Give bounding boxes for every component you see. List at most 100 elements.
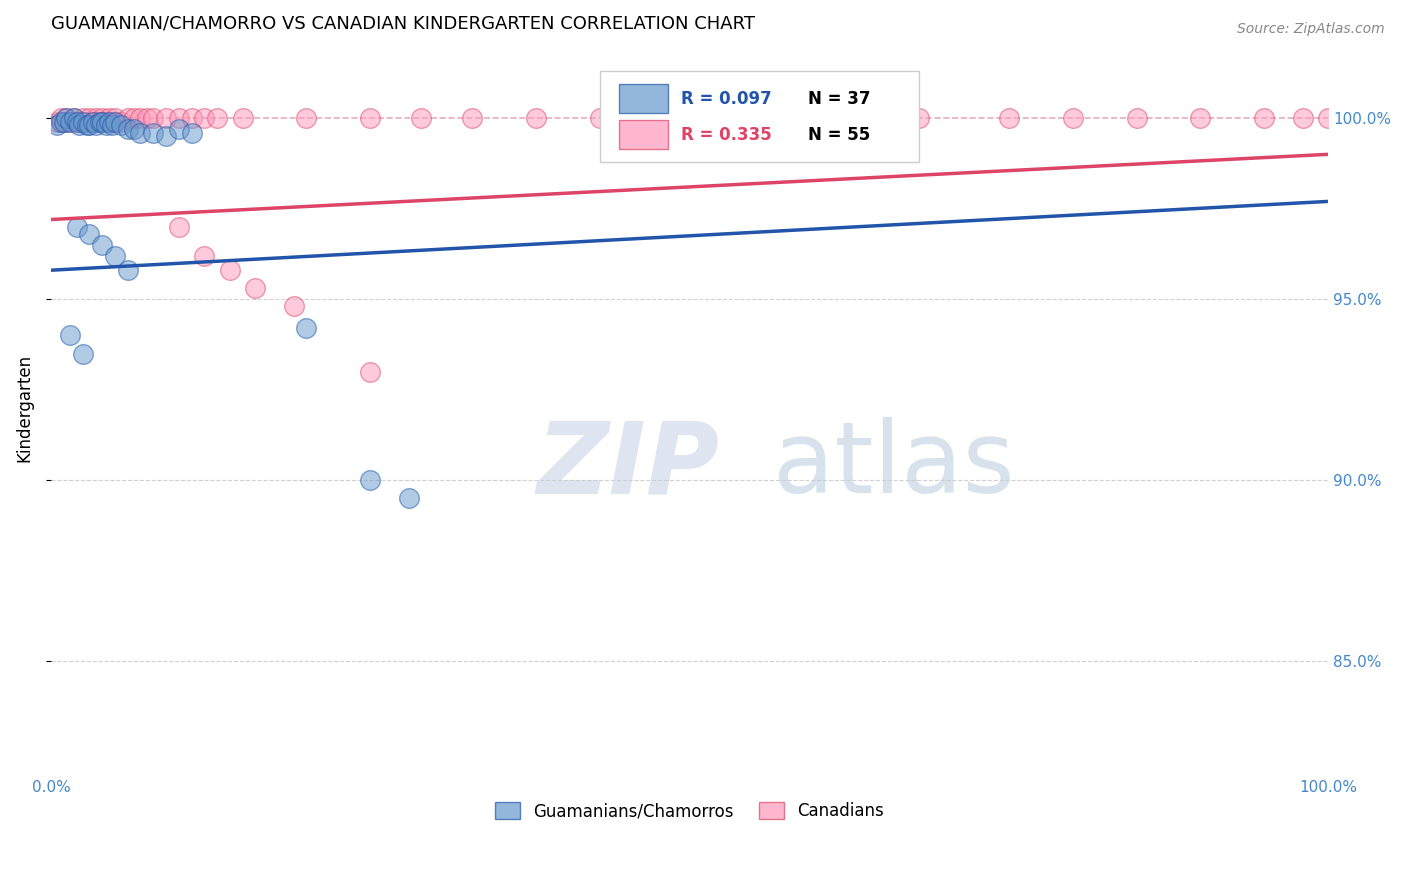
- Point: [295, 321, 318, 335]
- Point: [55, 111, 77, 125]
- Point: [79, 111, 101, 125]
- Point: [205, 111, 228, 125]
- Point: [283, 300, 305, 314]
- Point: [59, 114, 82, 128]
- Point: [155, 111, 177, 125]
- Point: [79, 119, 101, 133]
- Point: [998, 111, 1021, 125]
- Point: [180, 111, 202, 125]
- Point: [831, 111, 853, 125]
- Point: [91, 111, 114, 125]
- Point: [91, 238, 114, 252]
- Point: [110, 119, 132, 133]
- Point: [104, 249, 127, 263]
- Point: [94, 114, 117, 128]
- Point: [1189, 111, 1212, 125]
- Point: [46, 114, 69, 128]
- Point: [122, 111, 145, 125]
- Point: [104, 114, 127, 128]
- Text: N = 55: N = 55: [808, 126, 870, 144]
- FancyBboxPatch shape: [600, 71, 920, 161]
- Point: [82, 114, 104, 128]
- Point: [72, 111, 94, 125]
- Point: [84, 111, 107, 125]
- Point: [79, 227, 101, 241]
- Point: [67, 119, 90, 133]
- Point: [63, 111, 86, 125]
- Legend: Guamanians/Chamorros, Canadians: Guamanians/Chamorros, Canadians: [488, 796, 891, 827]
- Point: [908, 111, 931, 125]
- Point: [359, 365, 381, 379]
- Point: [52, 114, 75, 128]
- Point: [117, 111, 139, 125]
- Point: [101, 119, 124, 133]
- Point: [1291, 111, 1313, 125]
- Point: [167, 122, 190, 136]
- Point: [135, 111, 157, 125]
- Point: [101, 114, 124, 128]
- Point: [59, 114, 82, 128]
- Point: [72, 346, 94, 360]
- Text: N = 37: N = 37: [808, 89, 870, 108]
- Point: [142, 111, 165, 125]
- Text: GUAMANIAN/CHAMORRO VS CANADIAN KINDERGARTEN CORRELATION CHART: GUAMANIAN/CHAMORRO VS CANADIAN KINDERGAR…: [51, 15, 755, 33]
- Point: [780, 111, 803, 125]
- Point: [411, 111, 433, 125]
- Point: [117, 263, 139, 277]
- Point: [59, 328, 82, 343]
- Point: [91, 114, 114, 128]
- Point: [129, 111, 152, 125]
- Point: [589, 111, 612, 125]
- Text: atlas: atlas: [773, 417, 1014, 515]
- Point: [1125, 111, 1147, 125]
- Point: [1253, 111, 1275, 125]
- Bar: [620, 120, 668, 149]
- Text: Source: ZipAtlas.com: Source: ZipAtlas.com: [1237, 22, 1385, 37]
- Point: [122, 122, 145, 136]
- Point: [94, 119, 117, 133]
- Point: [398, 491, 420, 506]
- Point: [167, 219, 190, 234]
- Point: [72, 114, 94, 128]
- Point: [51, 111, 73, 125]
- Point: [63, 111, 86, 125]
- Y-axis label: Kindergarten: Kindergarten: [15, 354, 32, 462]
- Point: [359, 473, 381, 487]
- Point: [65, 114, 87, 128]
- Point: [84, 119, 107, 133]
- Point: [142, 126, 165, 140]
- Point: [155, 129, 177, 144]
- Point: [1062, 111, 1084, 125]
- Point: [97, 114, 120, 128]
- Point: [67, 114, 90, 128]
- Point: [1317, 111, 1340, 125]
- Point: [193, 249, 215, 263]
- Point: [295, 111, 318, 125]
- Bar: [620, 84, 668, 113]
- Point: [167, 111, 190, 125]
- Point: [76, 114, 98, 128]
- Point: [65, 219, 87, 234]
- Point: [46, 119, 69, 133]
- Text: ZIP: ZIP: [536, 417, 720, 515]
- Point: [117, 122, 139, 136]
- Point: [129, 126, 152, 140]
- Point: [359, 111, 381, 125]
- Text: R = 0.335: R = 0.335: [681, 126, 772, 144]
- Point: [232, 111, 254, 125]
- Point: [193, 111, 215, 125]
- Point: [89, 114, 111, 128]
- Point: [245, 281, 267, 295]
- Point: [76, 119, 98, 133]
- Text: R = 0.097: R = 0.097: [681, 89, 772, 108]
- Point: [110, 114, 132, 128]
- Point: [461, 111, 484, 125]
- Point: [51, 114, 73, 128]
- Point: [52, 114, 75, 128]
- Point: [104, 111, 127, 125]
- Point: [524, 111, 547, 125]
- Point: [55, 111, 77, 125]
- Point: [65, 114, 87, 128]
- Point: [742, 111, 765, 125]
- Point: [97, 111, 120, 125]
